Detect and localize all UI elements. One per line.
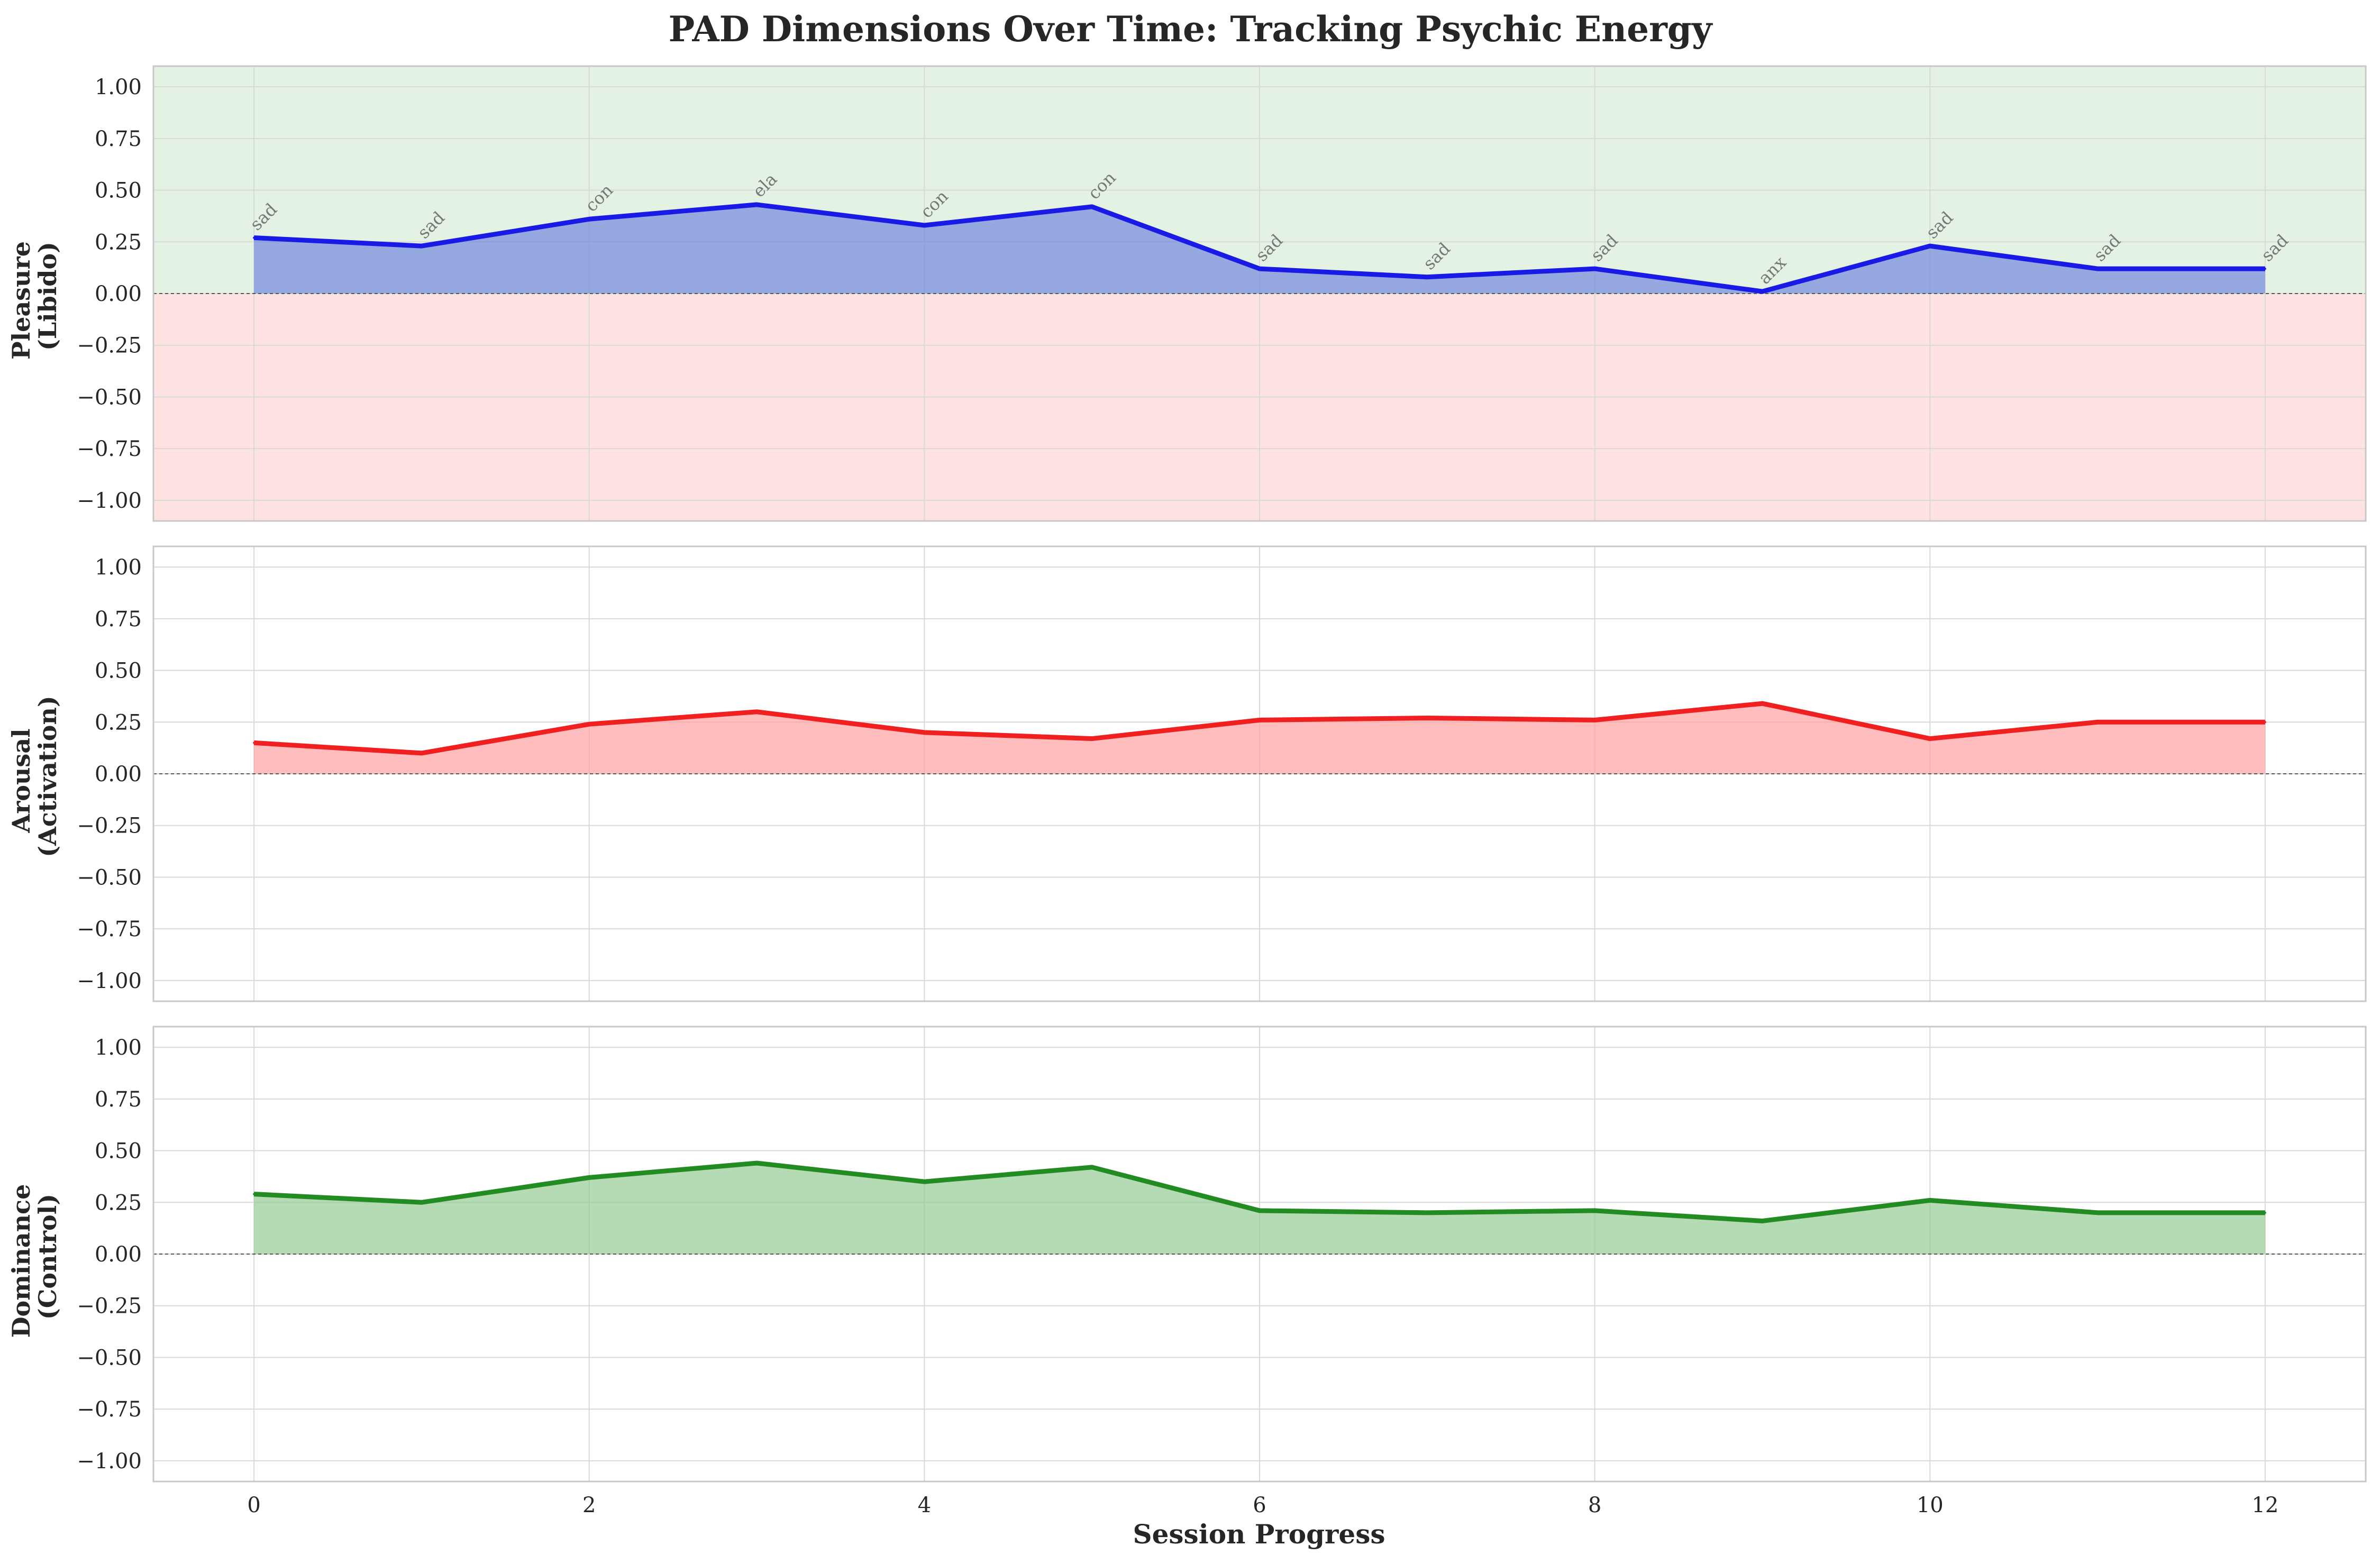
y-tick-label: −0.25 — [77, 1294, 142, 1319]
data-point — [1091, 737, 1093, 740]
data-point — [1761, 1220, 1764, 1222]
data-point — [253, 742, 256, 744]
data-point — [1259, 1209, 1261, 1212]
data-point — [2264, 268, 2266, 270]
y-tick-label: 0.00 — [95, 762, 142, 786]
data-point — [253, 236, 256, 239]
y-tick-label: 0.00 — [95, 282, 142, 306]
data-point — [1426, 717, 1428, 719]
y-tick-label: 0.25 — [95, 710, 142, 735]
y-tick-label: 0.50 — [95, 179, 142, 203]
series-area — [254, 703, 2265, 774]
data-point — [1761, 290, 1764, 293]
data-point — [588, 1176, 590, 1179]
series-area — [254, 1163, 2265, 1254]
y-tick-label: 0.50 — [95, 659, 142, 683]
y-tick-label: −1.00 — [77, 1449, 142, 1474]
ylabel-dominance-line2: (Control) — [33, 1194, 62, 1320]
y-tick-label: 0.25 — [95, 230, 142, 254]
x-tick-label: 8 — [1588, 1493, 1601, 1517]
panel-pleasure: 1.00 0.75 0.50 0.25 0.00 −0.25 −0.50 −0.75 −1.00… — [7, 65, 2367, 522]
y-tick-label: 1.00 — [95, 1036, 142, 1060]
y-tick-label: 0.00 — [95, 1242, 142, 1267]
plot-frame — [152, 545, 2367, 1002]
plot-layer-1: 1.00 0.75 0.50 0.25 0.00 −0.25 −0.50 −0.75 −1.00 — [77, 545, 2367, 1002]
y-tick-label: −0.50 — [77, 385, 142, 409]
data-point — [1593, 719, 1596, 721]
plot-layer-2: 1.00 0.75 0.50 0.25 0.00 −0.25 −0.50 −0.75 −1.00 — [77, 1026, 2367, 1483]
data-point — [2096, 721, 2099, 724]
data-point — [923, 1181, 926, 1183]
y-tick-label: −0.75 — [77, 437, 142, 461]
ylabel-pleasure: Pleasure (Libido) — [7, 233, 62, 360]
data-point — [2096, 268, 2099, 270]
data-point — [420, 245, 423, 248]
y-tick-label: −1.00 — [77, 969, 142, 993]
ylabel-dominance: Dominance (Control) — [7, 1176, 62, 1338]
data-point — [1259, 719, 1261, 721]
data-point — [420, 1201, 423, 1204]
data-point — [1426, 1211, 1428, 1214]
ylabel-arousal: Arousal (Activation) — [7, 696, 62, 857]
y-tick-label: −0.25 — [77, 814, 142, 838]
y-tick-label: 0.75 — [95, 1087, 142, 1112]
x-tick-label: 4 — [918, 1493, 931, 1517]
y-tick-label: 0.25 — [95, 1191, 142, 1215]
data-point — [2264, 1211, 2266, 1214]
ylabel-arousal-line2: (Activation) — [33, 696, 62, 857]
x-tick-label: 10 — [1917, 1493, 1944, 1517]
data-point — [755, 710, 758, 713]
x-axis-label: Session Progress — [1133, 1519, 1385, 1550]
series-area — [254, 204, 2265, 294]
data-point — [1761, 702, 1764, 705]
data-point — [1259, 268, 1261, 270]
data-point — [1929, 245, 1931, 248]
data-point — [1426, 276, 1428, 278]
ylabel-arousal-line1: Arousal — [7, 728, 35, 833]
plot-frame — [152, 1026, 2367, 1483]
data-point — [1091, 205, 1093, 208]
x-tick-label: 2 — [582, 1493, 596, 1517]
data-point — [1593, 268, 1596, 270]
y-tick-label: 0.75 — [95, 127, 142, 151]
data-point — [923, 731, 926, 734]
y-tick-label: 0.50 — [95, 1139, 142, 1164]
panel-arousal: 1.00 0.75 0.50 0.25 0.00 −0.25 −0.50 −0.75 −1.00… — [7, 545, 2367, 1002]
x-axis: 0 2 4 6 8 10 12 — [247, 1493, 2278, 1517]
plot-frame — [152, 65, 2367, 522]
y-tick-label: 1.00 — [95, 555, 142, 580]
data-point — [923, 224, 926, 226]
y-tick-label: −0.25 — [77, 334, 142, 358]
ylabel-dominance-line1: Dominance — [7, 1184, 35, 1338]
data-point — [420, 752, 423, 754]
y-tick-label: 0.75 — [95, 607, 142, 632]
data-point — [755, 203, 758, 206]
data-point — [588, 218, 590, 221]
x-tick-label: 0 — [247, 1493, 260, 1517]
data-point — [253, 1193, 256, 1195]
panel-dominance: 1.00 0.75 0.50 0.25 0.00 −0.25 −0.50 −0.75 −1.00… — [7, 1026, 2367, 1483]
y-tick-label: 1.00 — [95, 75, 142, 99]
data-point — [1929, 1199, 1931, 1202]
data-point — [1929, 737, 1931, 740]
data-point — [2096, 1211, 2099, 1214]
x-tick-label: 12 — [2251, 1493, 2278, 1517]
chart-title: PAD Dimensions Over Time: Tracking Psych… — [669, 8, 1713, 50]
y-tick-label: −1.00 — [77, 489, 142, 513]
data-point — [755, 1162, 758, 1164]
plot-layer-0: 1.00 0.75 0.50 0.25 0.00 −0.25 −0.50 −0.75 −1.00… — [77, 65, 2367, 522]
ylabel-pleasure-line2: (Libido) — [33, 242, 62, 351]
y-tick-label: −0.50 — [77, 1346, 142, 1370]
ylabel-pleasure-line1: Pleasure — [7, 241, 35, 360]
data-point — [1593, 1209, 1596, 1212]
data-point — [2264, 721, 2266, 724]
y-tick-label: −0.75 — [77, 1397, 142, 1422]
data-point — [1091, 1166, 1093, 1168]
y-tick-label: −0.75 — [77, 917, 142, 941]
x-tick-label: 6 — [1253, 1493, 1266, 1517]
data-point — [588, 723, 590, 726]
y-tick-label: −0.50 — [77, 865, 142, 890]
